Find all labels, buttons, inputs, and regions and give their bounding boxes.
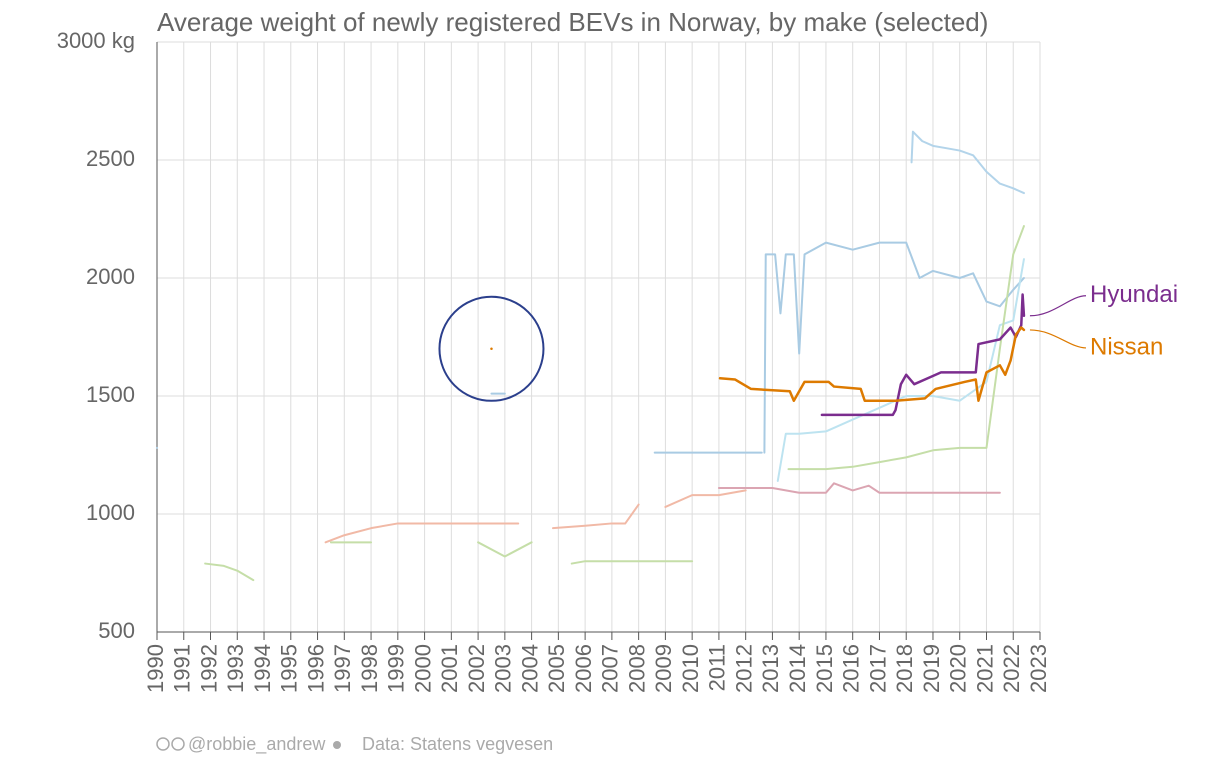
x-tick-label: 2003 xyxy=(491,644,516,693)
x-tick-label: 2012 xyxy=(731,644,756,693)
x-tick-label: 1995 xyxy=(277,644,302,693)
y-tick-label: 2500 xyxy=(86,146,135,171)
series-label: Nissan xyxy=(1090,333,1163,360)
x-tick-label: 2000 xyxy=(410,644,435,693)
x-tick-label: 2015 xyxy=(812,644,837,693)
x-tick-label: 2010 xyxy=(678,644,703,693)
series-label: Hyundai xyxy=(1090,281,1178,308)
by-icon xyxy=(171,737,185,751)
x-tick-label: 2022 xyxy=(999,644,1024,693)
source: Data: Statens vegvesen xyxy=(362,734,553,754)
x-tick-label: 2014 xyxy=(785,644,810,693)
y-tick-label: 3000 kg xyxy=(57,28,135,53)
x-tick-label: 2002 xyxy=(464,644,489,693)
x-tick-label: 2007 xyxy=(598,644,623,693)
x-tick-label: 2019 xyxy=(919,644,944,693)
x-tick-label: 1993 xyxy=(223,644,248,693)
label-connector xyxy=(1029,295,1087,317)
x-tick-label: 1990 xyxy=(143,644,168,693)
x-tick-label: 2013 xyxy=(758,644,783,693)
background-line xyxy=(776,258,1025,482)
x-tick-label: 2016 xyxy=(839,644,864,693)
separator xyxy=(333,741,341,749)
cc-icon xyxy=(156,737,170,751)
credit: @robbie_andrew xyxy=(188,734,326,755)
background-line xyxy=(787,225,1025,471)
x-tick-label: 2023 xyxy=(1026,644,1051,693)
background-line xyxy=(717,482,1001,494)
x-tick-label: 2005 xyxy=(544,644,569,693)
x-tick-label: 1999 xyxy=(384,644,409,693)
y-tick-label: 500 xyxy=(98,618,135,643)
x-tick-label: 2006 xyxy=(571,644,596,693)
background-line xyxy=(324,489,747,544)
annotation-circle xyxy=(438,295,545,402)
x-tick-label: 1991 xyxy=(170,644,195,693)
x-tick-label: 1998 xyxy=(357,644,382,693)
label-connector xyxy=(1029,329,1087,349)
x-tick-label: 1994 xyxy=(250,644,275,693)
y-tick-label: 1500 xyxy=(86,382,135,407)
x-tick-label: 2009 xyxy=(651,644,676,693)
chart-title: Average weight of newly registered BEVs … xyxy=(157,7,988,37)
y-tick-label: 1000 xyxy=(86,500,135,525)
x-tick-label: 1992 xyxy=(196,644,221,693)
x-tick-label: 2008 xyxy=(624,644,649,693)
x-tick-label: 2017 xyxy=(865,644,890,693)
background-line xyxy=(763,241,1025,454)
x-tick-label: 1996 xyxy=(303,644,328,693)
x-tick-label: 2021 xyxy=(972,644,997,693)
footer: @robbie_andrew Data: Statens vegvesen xyxy=(156,734,553,755)
x-tick-label: 2004 xyxy=(517,644,542,693)
x-tick-label: 2020 xyxy=(946,644,971,693)
x-tick-label: 2018 xyxy=(892,644,917,693)
background-line xyxy=(204,541,694,582)
x-tick-label: 2001 xyxy=(437,644,462,693)
x-tick-label: 1997 xyxy=(330,644,355,693)
background-line xyxy=(910,130,1025,195)
series-line xyxy=(490,326,1026,402)
x-tick-label: 2011 xyxy=(705,644,730,691)
y-tick-label: 2000 xyxy=(86,264,135,289)
background-line xyxy=(156,392,763,454)
